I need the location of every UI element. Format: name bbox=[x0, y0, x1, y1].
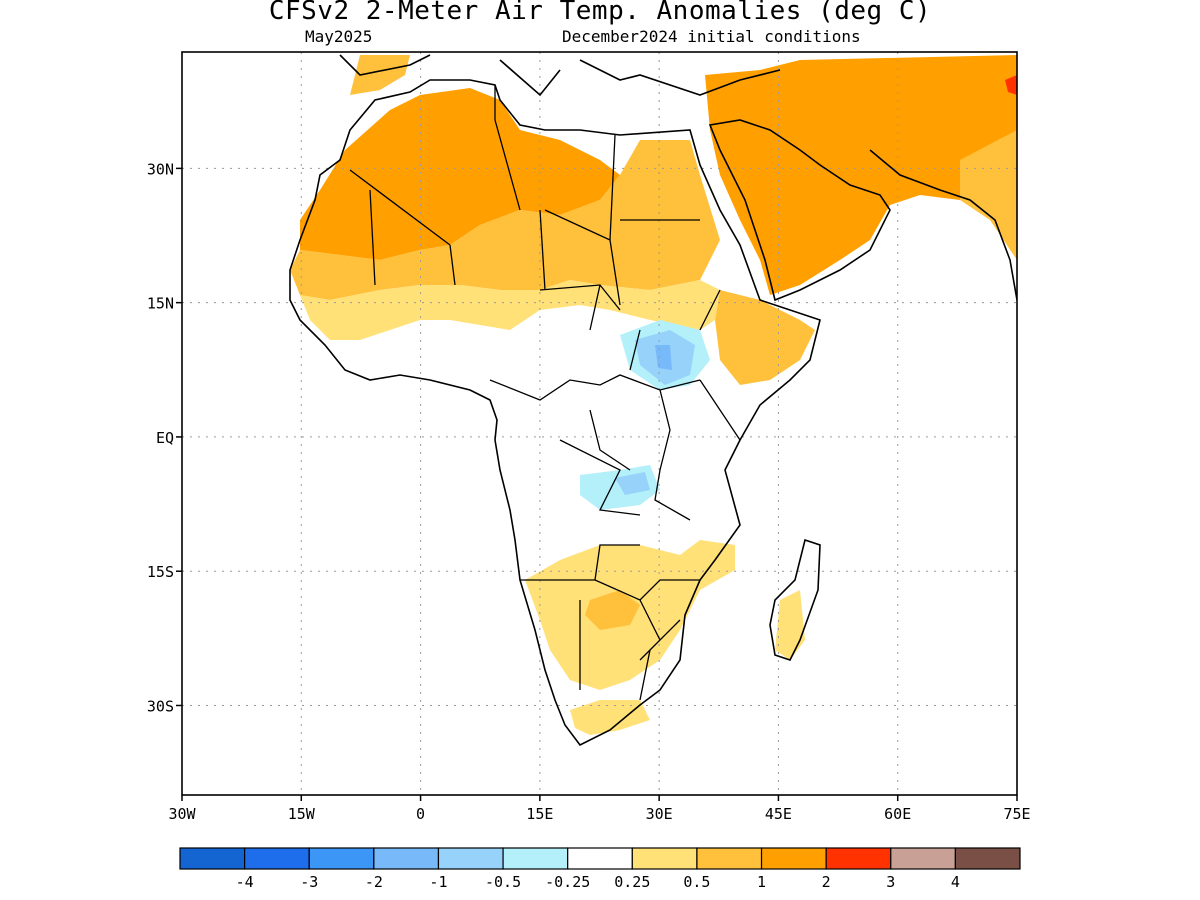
colorbar-label: -2 bbox=[365, 873, 383, 891]
lat-tick-label: 15N bbox=[147, 295, 174, 313]
colorbar-label: -3 bbox=[300, 873, 318, 891]
anomaly-region-cape bbox=[570, 700, 650, 735]
chart-title: CFSv2 2-Meter Air Temp. Anomalies (deg C… bbox=[268, 0, 932, 26]
colorbar-label: 1 bbox=[757, 873, 766, 891]
lat-tick-label: 30S bbox=[147, 697, 174, 715]
lat-tick-label: 30N bbox=[147, 160, 174, 178]
lon-tick-label: 45E bbox=[765, 805, 792, 823]
colorbar-swatch bbox=[244, 847, 310, 870]
colorbar-swatch bbox=[631, 847, 698, 870]
anomaly-region-kalahari bbox=[585, 590, 640, 630]
coastline-africa bbox=[289, 79, 821, 747]
latitude-labels: 30N 15N EQ 15S 30S bbox=[147, 160, 182, 715]
colorbar-label: -1 bbox=[429, 873, 447, 891]
colorbar-label: 0.25 bbox=[614, 873, 650, 891]
anomaly-region-madagascar bbox=[775, 590, 805, 660]
lat-tick-label: 15S bbox=[147, 563, 174, 581]
lon-tick-label: 0 bbox=[416, 805, 425, 823]
coastline-madagascar bbox=[769, 538, 821, 661]
lon-tick-label: 75E bbox=[1003, 805, 1030, 823]
colorbar-swatch bbox=[308, 847, 375, 870]
colorbar-label: 4 bbox=[951, 873, 960, 891]
colorbar-label: -0.25 bbox=[545, 873, 590, 891]
colorbar-swatch bbox=[825, 847, 892, 870]
forecast-month: May2025 bbox=[305, 27, 373, 46]
anomaly-region-arabia bbox=[705, 55, 1017, 295]
coastlines bbox=[289, 54, 1017, 747]
lon-tick-label: 30W bbox=[168, 805, 196, 823]
map-field bbox=[285, 55, 1017, 745]
anomaly-region-east-asia-red bbox=[1005, 75, 1017, 95]
lon-tick-label: 15E bbox=[526, 805, 553, 823]
colorbar-label: 0.5 bbox=[683, 873, 710, 891]
anomaly-region-sahara bbox=[300, 88, 620, 260]
anomaly-region-south-sudan-center bbox=[655, 345, 672, 370]
colorbar-swatch bbox=[760, 847, 827, 870]
coastline-asia bbox=[869, 149, 1017, 301]
colorbar-swatch bbox=[954, 847, 1021, 870]
anomaly-region-south-asia bbox=[960, 130, 1017, 260]
colorbar-swatch bbox=[373, 847, 440, 870]
lat-tick-label: EQ bbox=[156, 429, 174, 447]
coastline-arabia bbox=[708, 119, 891, 302]
grid-lines bbox=[182, 52, 1017, 795]
colorbar-swatch bbox=[179, 847, 246, 870]
initial-conditions: December2024 initial conditions bbox=[562, 27, 861, 46]
lon-tick-label: 30E bbox=[646, 805, 673, 823]
colorbar-swatch bbox=[696, 847, 763, 870]
colorbar-label: -0.5 bbox=[485, 873, 521, 891]
map-frame bbox=[181, 51, 1018, 796]
colorbar-swatch bbox=[437, 847, 504, 870]
lon-tick-label: 60E bbox=[884, 805, 911, 823]
colorbar-label: -4 bbox=[236, 873, 254, 891]
colorbar: -4 -3 -2 -1 -0.5 -0.25 0.25 0.5 1 2 3 4 bbox=[179, 847, 1021, 891]
border-lines bbox=[349, 85, 741, 701]
colorbar-label: 2 bbox=[822, 873, 831, 891]
anomaly-region-horn bbox=[715, 290, 815, 385]
anomaly-region-west-africa bbox=[300, 280, 720, 340]
colorbar-swatch bbox=[567, 847, 633, 870]
coastline-europe bbox=[339, 54, 781, 97]
anomaly-region-congo-core bbox=[615, 472, 650, 495]
longitude-labels: 30W 15W 0 15E 30E 45E 60E 75E bbox=[168, 795, 1031, 823]
colorbar-swatch bbox=[502, 847, 569, 870]
anomaly-region-north bbox=[350, 55, 410, 95]
colorbar-label: 3 bbox=[886, 873, 895, 891]
colorbar-swatch bbox=[890, 847, 956, 870]
lon-tick-label: 15W bbox=[288, 805, 316, 823]
